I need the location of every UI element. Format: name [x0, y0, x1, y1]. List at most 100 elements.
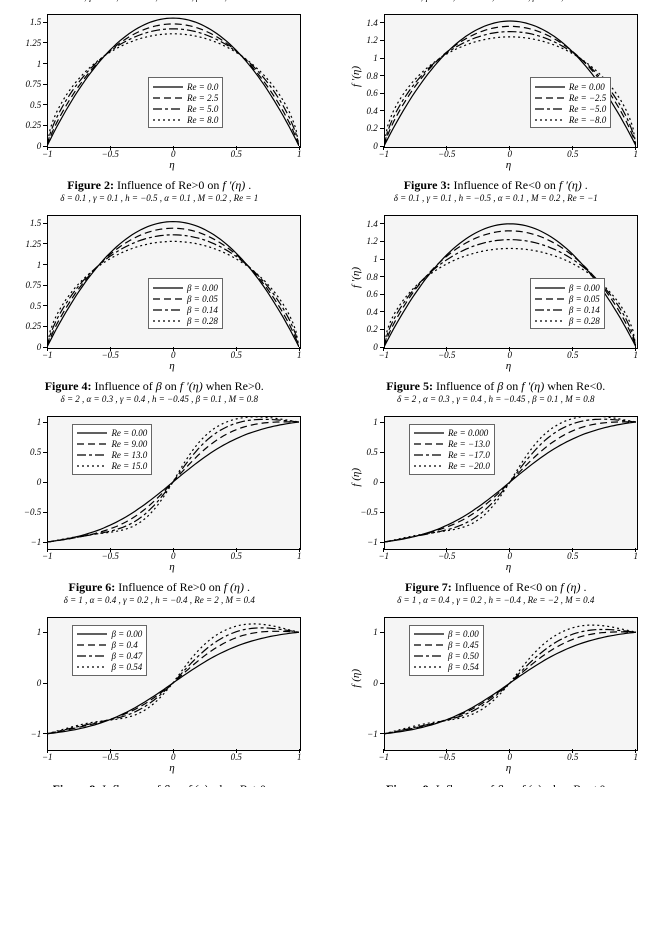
legend-item: Re = 8.0 [153, 114, 218, 125]
y-tick: 1 [373, 627, 378, 637]
y-tick: 0 [373, 678, 378, 688]
legend: β = 0.00β = 0.45β = 0.50β = 0.54 [409, 625, 484, 676]
x-tick: 0 [508, 752, 513, 762]
legend-label: β = 0.14 [569, 305, 600, 315]
legend-item: Re = 0.000 [414, 428, 490, 439]
y-tick: 0.2 [367, 324, 378, 334]
figure-cell: δ = 1 , γ = 0.2 , h = −0.6 , M = 0.3 , β… [337, 4, 655, 203]
legend-item: β = 0.00 [535, 282, 600, 293]
figure-caption: Figure 6: Influence of Re>0 on f (η) . [69, 580, 250, 595]
y-tick: 1.5 [30, 17, 41, 27]
x-tick: −1 [378, 350, 389, 360]
figure-cell: δ = 1 , γ = 0.2 , h = −0.6 , M = 0.3 , β… [0, 4, 319, 203]
legend-item: Re = −8.0 [535, 114, 606, 125]
figure-caption: Figure 7: Influence of Re<0 on f (η) . [405, 580, 586, 595]
legend: Re = 0.00Re = 9.00Re = 13.0Re = 15.0 [72, 424, 152, 475]
y-tick: 0.5 [30, 301, 41, 311]
figure-caption: Figure 5: Influence of β on f ′(η) when … [386, 379, 605, 394]
y-tick: 1.2 [367, 35, 378, 45]
x-tick: 1 [297, 149, 302, 159]
x-tick: 0 [171, 752, 176, 762]
legend-item: β = 0.05 [153, 293, 218, 304]
legend-label: β = 0.45 [448, 640, 479, 650]
plot: δ = 1 , γ = 0.2 , h = −0.6 , M = 0.3 , β… [346, 4, 646, 172]
legend-item: Re = −13.0 [414, 439, 490, 450]
legend-item: β = 0.54 [414, 662, 479, 673]
y-tick: 0 [37, 342, 42, 352]
figure-caption: Figure 8: Influence of β on f (η) when R… [53, 779, 266, 787]
x-tick: −0.5 [102, 551, 119, 561]
x-tick: −0.5 [102, 752, 119, 762]
y-axis-label: f (η) [350, 669, 362, 688]
legend-label: β = 0.4 [111, 640, 137, 650]
y-tick: 1.25 [26, 239, 42, 249]
legend-label: Re = 15.0 [111, 461, 147, 471]
legend-label: β = 0.54 [448, 662, 479, 672]
y-tick: 0 [373, 477, 378, 487]
y-tick: 0.6 [367, 289, 378, 299]
y-tick: 0.5 [367, 447, 378, 457]
y-tick: −1 [31, 537, 42, 547]
x-axis-label: η [506, 561, 511, 573]
y-axis-label: f (η) [350, 468, 362, 487]
legend-item: β = 0.47 [77, 651, 142, 662]
plot-parameters: δ = 0.1 , γ = 0.1 , h = −0.5 , α = 0.1 ,… [346, 193, 646, 203]
x-axis-label: η [506, 360, 511, 372]
legend-item: β = 0.50 [414, 651, 479, 662]
legend-item: Re = −5.0 [535, 103, 606, 114]
legend: Re = 0.0Re = 2.5Re = 5.0Re = 8.0 [148, 77, 223, 128]
figure-caption: Figure 2: Influence of Re>0 on f ′(η) . [67, 178, 251, 193]
legend-label: Re = 0.000 [448, 428, 488, 438]
legend: Re = 0.00Re = −2.5Re = −5.0Re = −8.0 [530, 77, 611, 128]
figure-caption: Figure 4: Influence of β on f ′(η) when … [45, 379, 264, 394]
plot: δ = 1 , γ = 0.2 , h = −0.6 , M = 0.3 , β… [9, 4, 309, 172]
y-tick: 0.5 [30, 447, 41, 457]
plot: δ = 1 , α = 0.4 , γ = 0.2 , h = −0.4 , R… [9, 607, 309, 775]
figure-row: δ = 1 , γ = 0.2 , h = −0.6 , M = 0.3 , β… [0, 4, 655, 203]
y-tick: 1.5 [30, 218, 41, 228]
y-tick: 0 [37, 678, 42, 688]
legend-item: Re = −20.0 [414, 461, 490, 472]
plot: δ = 0.1 , γ = 0.1 , h = −0.5 , α = 0.1 ,… [9, 205, 309, 373]
x-tick: 1 [634, 551, 639, 561]
x-tick: −1 [378, 149, 389, 159]
x-axis-label: η [169, 159, 174, 171]
legend: β = 0.00β = 0.05β = 0.14β = 0.28 [148, 278, 223, 329]
figure-caption: Figure 3: Influence of Re<0 on f ′(η) . [404, 178, 588, 193]
legend-label: Re = −20.0 [448, 461, 490, 471]
plot-parameters: δ = 1 , γ = 0.2 , h = −0.6 , M = 0.3 , β… [9, 0, 309, 2]
legend-label: Re = −8.0 [569, 115, 606, 125]
x-tick: 1 [297, 551, 302, 561]
x-tick: 1 [297, 752, 302, 762]
legend-label: β = 0.00 [448, 629, 479, 639]
legend-item: Re = 5.0 [153, 103, 218, 114]
y-tick: −1 [367, 537, 378, 547]
figure-row: δ = 0.1 , γ = 0.1 , h = −0.5 , α = 0.1 ,… [0, 205, 655, 404]
x-tick: 1 [634, 149, 639, 159]
legend: β = 0.00β = 0.05β = 0.14β = 0.28 [530, 278, 605, 329]
plot: δ = 1 , α = 0.4 , γ = 0.2 , h = −0.4 , R… [346, 607, 646, 775]
legend-item: β = 0.45 [414, 640, 479, 651]
legend-item: β = 0.05 [535, 293, 600, 304]
y-tick: 1 [37, 627, 42, 637]
x-axis-label: η [169, 360, 174, 372]
y-tick: −0.5 [24, 507, 41, 517]
y-tick: −0.5 [360, 507, 377, 517]
x-tick: 0 [171, 551, 176, 561]
legend-label: β = 0.00 [111, 629, 142, 639]
legend-label: Re = 5.0 [187, 104, 218, 114]
legend-label: Re = 8.0 [187, 115, 218, 125]
x-tick: −0.5 [438, 350, 455, 360]
plot-parameters: δ = 2 , α = 0.3 , γ = 0.4 , h = −0.45 , … [9, 394, 309, 404]
legend-label: β = 0.28 [187, 316, 218, 326]
y-tick: 0 [37, 141, 42, 151]
y-tick: 0 [373, 342, 378, 352]
legend-item: β = 0.54 [77, 662, 142, 673]
figure-cell: δ = 0.1 , γ = 0.1 , h = −0.5 , α = 0.1 ,… [337, 205, 655, 404]
legend-label: Re = 9.00 [111, 439, 147, 449]
legend-item: β = 0.14 [153, 304, 218, 315]
legend-item: Re = 13.0 [77, 450, 147, 461]
legend-item: Re = 15.0 [77, 461, 147, 472]
legend-item: Re = 0.0 [153, 81, 218, 92]
x-axis-label: η [169, 561, 174, 573]
